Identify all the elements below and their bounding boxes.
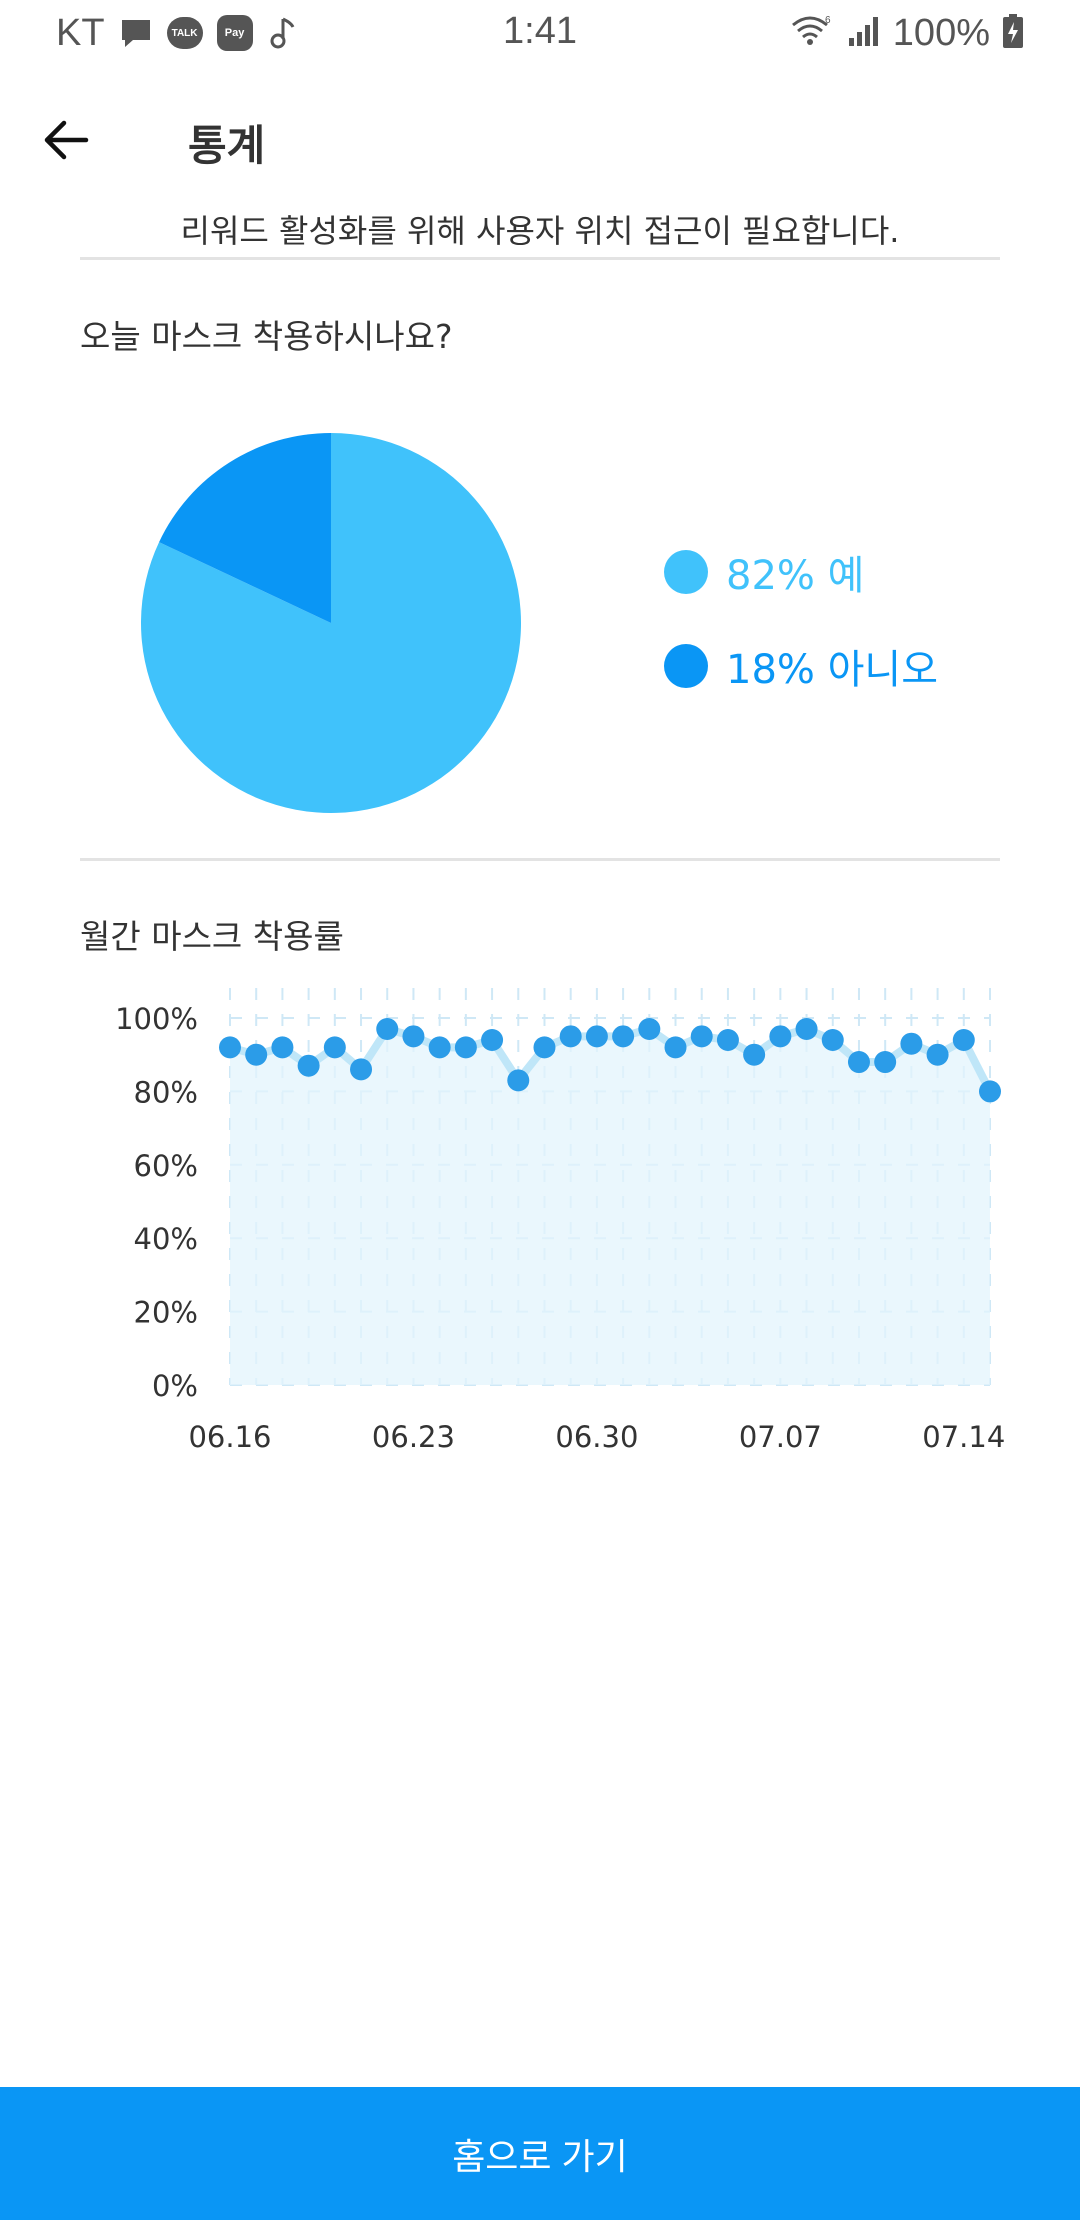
data-point	[716, 1029, 739, 1052]
data-point	[402, 1025, 425, 1048]
data-point	[533, 1036, 556, 1059]
y-tick-label: 100%	[115, 1002, 198, 1036]
status-bar: KT TALK Pay 1:41 6	[0, 0, 1080, 66]
kakaopay-icon: Pay	[216, 15, 253, 51]
data-point	[926, 1043, 949, 1066]
data-point	[350, 1058, 373, 1081]
data-point	[874, 1051, 897, 1074]
data-point	[559, 1025, 582, 1048]
svg-text:6: 6	[825, 15, 831, 26]
data-point	[323, 1036, 346, 1059]
y-tick-label: 20%	[134, 1296, 198, 1330]
data-point	[952, 1029, 975, 1052]
app-header: 통계	[0, 90, 1080, 190]
today-mask-pie-chart	[141, 433, 522, 813]
legend-dot-yes	[664, 550, 708, 594]
status-left: KT TALK Pay	[56, 10, 301, 56]
data-point	[271, 1036, 294, 1059]
pie-legend: 82% 예 18% 아니오	[664, 548, 938, 736]
divider	[80, 257, 1000, 260]
y-tick-label: 0%	[152, 1369, 198, 1403]
legend-item-yes: 82% 예	[664, 548, 938, 599]
data-point	[821, 1029, 844, 1052]
data-point	[245, 1043, 268, 1066]
y-tick-label: 60%	[134, 1149, 198, 1183]
data-point	[979, 1080, 1001, 1103]
x-tick-label: 06.23	[372, 1420, 455, 1454]
monthly-mask-line-chart: 0% 20% 40% 60% 80% 100% 06.16 06.23 06.30 07.07 07…	[115, 988, 1005, 1454]
data-point	[219, 1036, 241, 1059]
carrier-label: KT	[56, 11, 105, 54]
data-point	[769, 1025, 792, 1048]
today-question-title: 오늘 마스크 착용하시나요?	[80, 317, 453, 356]
data-point	[507, 1069, 530, 1092]
data-point	[664, 1036, 687, 1059]
page-title: 통계	[188, 121, 266, 170]
data-point	[795, 1018, 818, 1041]
x-tick-label: 06.30	[555, 1420, 638, 1454]
x-tick-label: 07.14	[922, 1420, 1005, 1454]
data-point	[638, 1018, 661, 1041]
kakaotalk-icon: TALK	[166, 17, 203, 49]
battery-percentage: 100%	[892, 11, 990, 54]
data-point	[481, 1029, 504, 1052]
data-point	[743, 1043, 766, 1066]
data-point	[690, 1025, 713, 1048]
data-point	[297, 1054, 320, 1077]
legend-label-yes: 82% 예	[726, 553, 865, 599]
data-point	[900, 1032, 923, 1055]
message-icon	[119, 16, 153, 50]
pie-slice-yes	[141, 433, 522, 813]
back-button[interactable]	[36, 110, 96, 170]
monthly-rate-title: 월간 마스크 착용률	[80, 917, 344, 956]
x-tick-label: 07.07	[739, 1420, 822, 1454]
series-area	[230, 1029, 990, 1385]
legend-item-no: 18% 아니오	[664, 642, 938, 693]
signal-bars-icon	[847, 14, 881, 52]
location-permission-notice[interactable]: 리워드 활성화를 위해 사용자 위치 접근이 필요합니다.	[180, 212, 900, 250]
data-point	[585, 1025, 608, 1048]
battery-charging-icon	[1002, 13, 1024, 53]
divider	[80, 858, 1000, 861]
pie-slice-no	[159, 433, 331, 623]
y-tick-label: 80%	[134, 1075, 198, 1109]
data-point	[454, 1036, 477, 1059]
arrow-left-icon	[44, 120, 89, 160]
status-right: 6 100%	[789, 10, 1024, 56]
status-time: 1:41	[503, 10, 577, 52]
legend-dot-no	[664, 644, 708, 688]
data-point	[376, 1018, 399, 1041]
go-home-button[interactable]: 홈으로 가기	[0, 2087, 1080, 2220]
wifi-6-icon: 6	[789, 13, 835, 53]
data-point	[612, 1025, 635, 1048]
data-point	[428, 1036, 451, 1059]
y-tick-label: 40%	[134, 1222, 198, 1256]
legend-label-no: 18% 아니오	[726, 647, 939, 693]
music-note-icon	[267, 16, 301, 50]
x-tick-label: 06.16	[188, 1420, 271, 1454]
data-point	[847, 1051, 870, 1074]
